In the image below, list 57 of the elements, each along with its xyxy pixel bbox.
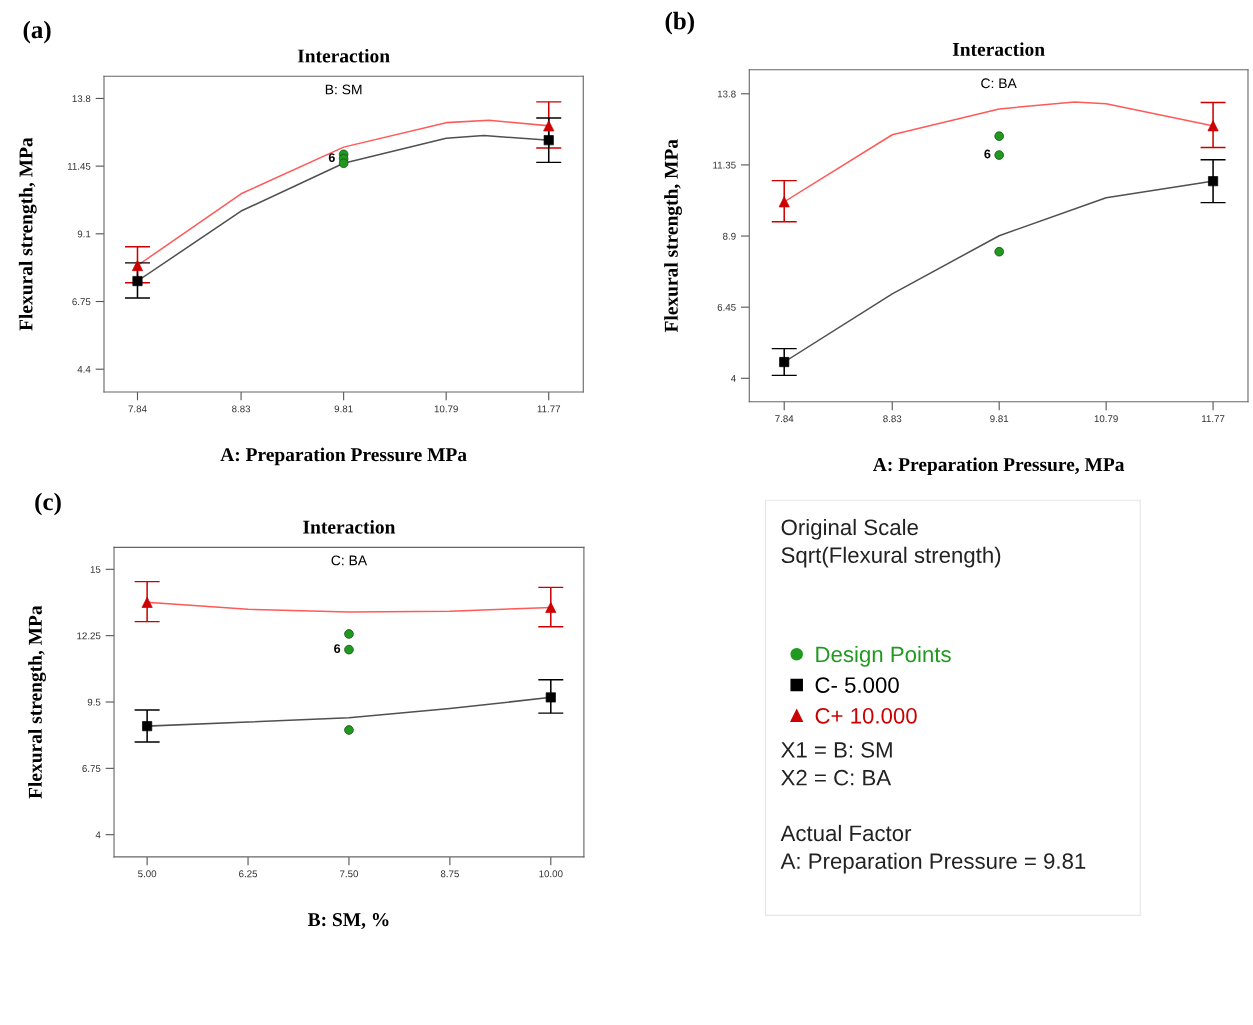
text: A: Preparation Pressure = 9.81 — [780, 852, 1086, 874]
x-tick-label: 10.79 — [434, 405, 458, 413]
y-tick-label: 8.9 — [723, 232, 736, 240]
x-tick-label: 7.84 — [775, 415, 794, 423]
y-tick-label: 9.5 — [87, 698, 101, 706]
x-tick-label: 10.00 — [539, 870, 563, 878]
y-tick-label: 6.45 — [717, 303, 736, 311]
text: X2 = C: BA — [781, 769, 892, 786]
x-tick-label: 6.25 — [239, 870, 258, 878]
x-axis-title: A: Preparation Pressure, MPa — [872, 457, 1125, 476]
x-tick-label: 9.81 — [334, 405, 353, 413]
annotation: 6 — [328, 153, 335, 162]
x-tick-label: 9.81 — [990, 415, 1009, 423]
y-axis-title: Flexural strength, MPa — [28, 605, 46, 799]
text: (c) — [35, 492, 61, 516]
x-axis-title: B: SM, % — [307, 913, 389, 929]
legend-label: C- 5.000 — [815, 677, 899, 693]
legend-label: C+ 10.000 — [815, 707, 917, 724]
text: Original Scale — [781, 518, 918, 540]
chart-subtitle: C: BA — [981, 78, 1017, 89]
y-axis-title: Flexural strength, MPa — [18, 137, 37, 331]
x-tick-label: 11.77 — [1202, 415, 1225, 423]
y-tick-label: 12.25 — [77, 632, 101, 640]
annotation: 6 — [984, 149, 991, 159]
y-tick-label: 9.1 — [77, 230, 91, 238]
x-tick-label: 8.83 — [883, 415, 902, 423]
chart-subtitle: C: BA — [331, 555, 368, 566]
x-axis-title: A: Preparation Pressure MPa — [220, 447, 467, 466]
x-tick-label: 8.83 — [232, 405, 251, 413]
y-tick-label: 11.35 — [713, 161, 736, 169]
legend-label: Design Points — [816, 645, 951, 667]
x-tick-label: 10.79 — [1094, 415, 1118, 423]
x-tick-label: 7.84 — [128, 405, 147, 413]
chart-title: Interaction — [297, 48, 390, 63]
text: (b) — [665, 11, 694, 35]
x-tick-label: 8.75 — [440, 870, 459, 878]
y-tick-label: 15 — [90, 566, 101, 573]
x-tick-label: 7.50 — [340, 870, 359, 878]
y-tick-label: 6.75 — [72, 298, 91, 306]
y-tick-label: 4 — [95, 831, 101, 839]
text: (a) — [23, 20, 51, 44]
text: Sqrt(Flexural strength) — [781, 546, 1001, 568]
y-tick-label: 13.8 — [717, 90, 736, 98]
y-tick-label: 13.8 — [72, 95, 91, 103]
chart-title: Interaction — [303, 519, 396, 534]
y-tick-label: 6.75 — [82, 765, 101, 772]
y-tick-label: 4 — [730, 375, 736, 382]
text: X1 = B: SM — [781, 741, 892, 758]
text: Actual Factor — [780, 824, 912, 842]
y-axis-title: Flexural strength, MPa — [664, 139, 682, 333]
x-tick-label: 5.00 — [138, 870, 157, 878]
annotation: 6 — [334, 644, 341, 653]
x-tick-label: 11.77 — [537, 405, 561, 413]
y-tick-label: 4.4 — [77, 366, 91, 373]
y-tick-label: 11.45 — [67, 162, 91, 170]
chart-title: Interaction — [952, 42, 1045, 56]
chart-subtitle: B: SM — [325, 84, 362, 95]
